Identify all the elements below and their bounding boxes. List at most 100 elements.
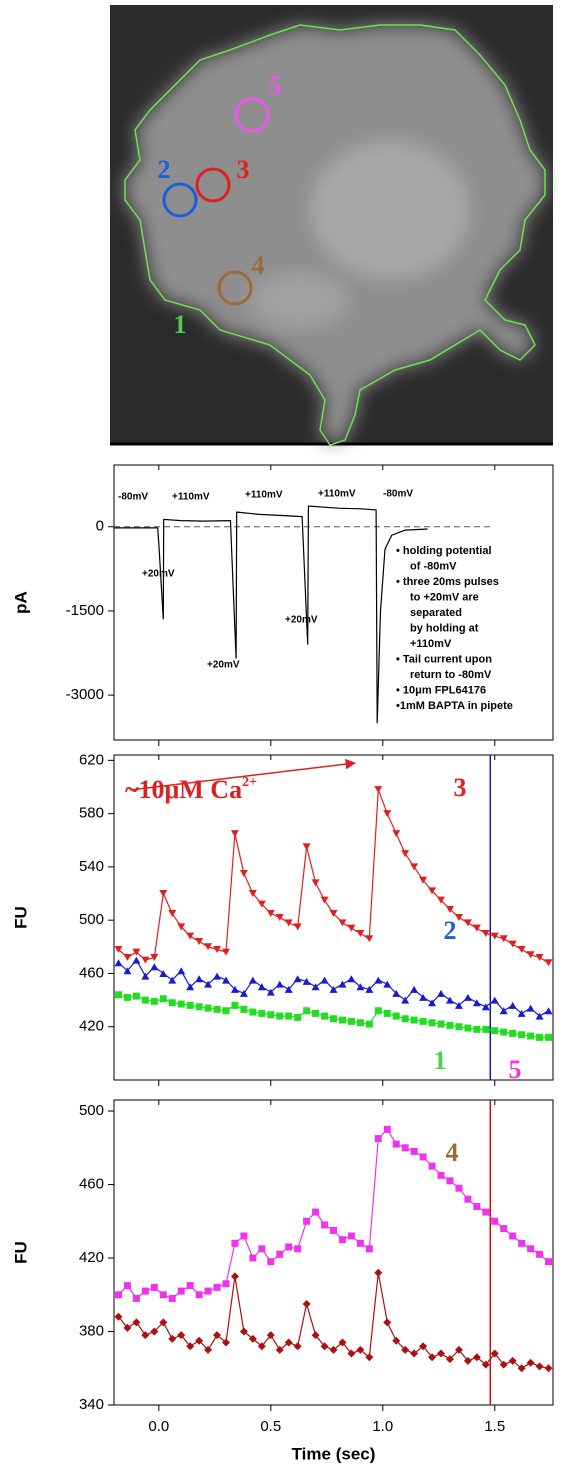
data-point xyxy=(230,830,239,838)
x-tick-label: 1.0 xyxy=(372,1418,393,1435)
y-tick-label: 580 xyxy=(79,805,104,822)
data-point xyxy=(159,969,168,977)
series-label: 1 xyxy=(434,1046,447,1075)
y-tick-label: 500 xyxy=(79,1102,104,1119)
data-point xyxy=(517,1364,526,1373)
data-point xyxy=(177,1331,186,1340)
roi-layer: 1 2 3 4 5 xyxy=(124,24,546,446)
data-point xyxy=(141,956,150,964)
data-point xyxy=(159,1291,167,1299)
data-point xyxy=(186,983,195,991)
data-point xyxy=(473,1203,481,1211)
data-point xyxy=(132,1294,140,1302)
data-point xyxy=(482,1208,490,1216)
data-point xyxy=(383,1125,391,1133)
data-point xyxy=(231,1001,239,1009)
data-point xyxy=(401,850,410,858)
data-point xyxy=(347,924,356,932)
data-point xyxy=(123,993,131,1001)
data-point xyxy=(239,989,248,997)
data-point xyxy=(365,935,374,943)
data-point xyxy=(303,1217,311,1225)
data-point xyxy=(445,996,454,1004)
data-point xyxy=(302,977,311,985)
data-point xyxy=(222,1007,230,1015)
data-point xyxy=(221,1338,230,1347)
data-point xyxy=(294,1245,302,1253)
data-point xyxy=(186,932,195,940)
data-point xyxy=(428,887,437,895)
data-point xyxy=(356,983,365,991)
data-point xyxy=(401,1345,410,1354)
data-point xyxy=(500,1028,508,1036)
data-point xyxy=(195,975,204,983)
x-axis-label: Time (sec) xyxy=(292,1444,376,1463)
note-line: return to -80mV xyxy=(410,669,492,681)
data-point xyxy=(490,1349,499,1358)
data-point xyxy=(230,1272,239,1281)
data-point xyxy=(267,1011,275,1019)
data-point xyxy=(266,988,275,996)
data-point xyxy=(150,1327,159,1336)
data-point xyxy=(123,967,132,975)
data-point xyxy=(123,1323,132,1332)
data-point xyxy=(213,945,222,953)
data-point xyxy=(410,1016,418,1024)
y-tick-label: -1500 xyxy=(66,602,104,619)
data-point xyxy=(473,1025,481,1033)
data-point xyxy=(195,1003,203,1011)
data-point xyxy=(472,1353,481,1362)
data-point xyxy=(114,959,123,967)
data-point xyxy=(526,951,535,959)
data-point xyxy=(177,1287,185,1295)
data-point xyxy=(275,980,284,988)
data-point xyxy=(123,1282,131,1290)
data-point xyxy=(213,1005,221,1013)
data-point xyxy=(419,1017,427,1025)
series-label: 5 xyxy=(509,1055,522,1084)
data-point xyxy=(302,843,311,851)
data-point xyxy=(410,863,419,871)
data-point xyxy=(114,991,122,999)
data-point xyxy=(150,963,159,971)
data-point xyxy=(338,919,347,927)
data-point xyxy=(186,1342,195,1351)
y-tick-label: 380 xyxy=(79,1322,104,1339)
y-tick-label: -3000 xyxy=(66,686,104,703)
data-point xyxy=(544,1007,553,1015)
data-point xyxy=(374,1268,383,1277)
data-point xyxy=(454,1345,463,1354)
data-point xyxy=(284,919,293,927)
data-point xyxy=(266,1331,275,1340)
y-tick-label: 620 xyxy=(79,751,104,768)
data-point xyxy=(508,1356,517,1365)
data-point xyxy=(463,1356,472,1365)
data-point xyxy=(401,996,410,1004)
data-point xyxy=(186,1282,194,1290)
data-point xyxy=(150,1283,158,1291)
roi-label: 3 xyxy=(237,155,250,184)
data-point xyxy=(437,1020,445,1028)
data-point xyxy=(374,976,383,984)
plot-frame xyxy=(113,754,554,1081)
data-point xyxy=(464,1195,472,1203)
data-point xyxy=(527,1245,535,1253)
data-point xyxy=(150,953,159,961)
data-point xyxy=(293,975,302,983)
data-point xyxy=(285,1243,293,1251)
data-point xyxy=(464,1024,472,1032)
data-point xyxy=(481,1360,490,1369)
roi-label: 5 xyxy=(269,71,282,100)
data-point xyxy=(312,1208,320,1216)
data-point xyxy=(168,976,177,984)
data-point xyxy=(132,948,141,956)
data-point xyxy=(463,919,472,927)
data-point xyxy=(356,1019,364,1027)
data-point xyxy=(258,1009,266,1017)
bright-region xyxy=(310,140,470,280)
data-point xyxy=(195,1336,204,1345)
data-point xyxy=(186,1001,194,1009)
data-point xyxy=(141,1287,149,1295)
note-line: • Tail current upon xyxy=(396,653,492,665)
data-point xyxy=(132,1318,141,1327)
